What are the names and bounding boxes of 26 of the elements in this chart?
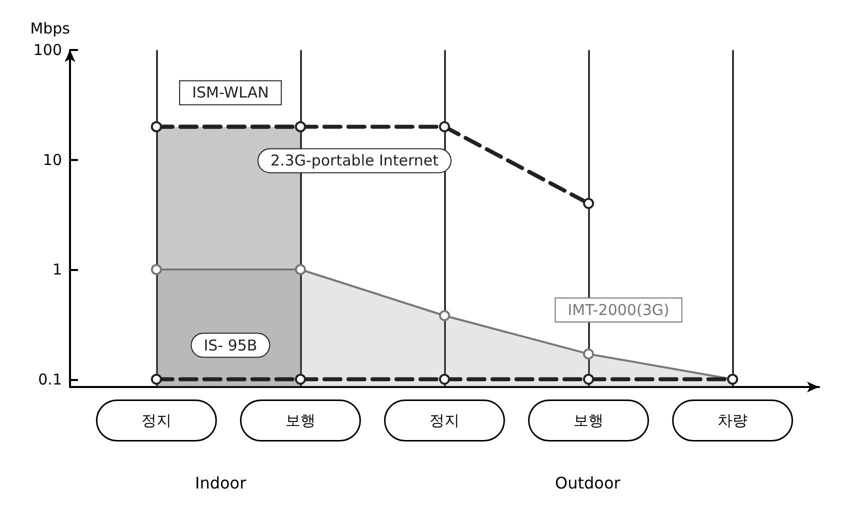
point — [294, 374, 306, 385]
point — [150, 374, 162, 385]
x-tick-label: 보행 — [574, 412, 604, 430]
y-tick-label: 100 — [33, 41, 62, 59]
point — [294, 264, 306, 275]
point — [583, 374, 594, 385]
y-axis-title: Mbps — [30, 20, 70, 38]
y-tick-label: 10 — [42, 150, 62, 169]
x-tick-label: 차량 — [718, 412, 748, 430]
point — [439, 121, 450, 132]
text: Outdoor — [555, 474, 621, 492]
series-label: IMT-2000(3G) — [568, 300, 670, 319]
point — [583, 348, 594, 360]
point — [150, 264, 162, 275]
point — [439, 374, 450, 385]
point — [439, 310, 450, 322]
y-tick-label: 1 — [52, 260, 62, 278]
series-label: 2.3G-portable Internet — [270, 152, 439, 170]
point — [583, 198, 594, 209]
x-tick-label: 보행 — [285, 412, 316, 430]
series-label: ISM-WLAN — [192, 84, 269, 102]
x-tick-label: 정지 — [430, 412, 460, 430]
x-tick-label: 정지 — [141, 412, 172, 430]
y-tick-label: 0.1 — [38, 370, 62, 388]
text: Indoor — [195, 474, 247, 492]
series-label: IS- 95B — [204, 336, 258, 354]
